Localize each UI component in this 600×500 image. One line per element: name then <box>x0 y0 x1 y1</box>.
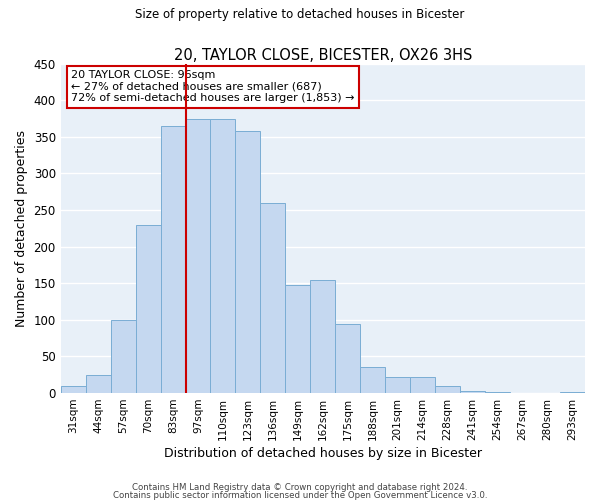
Bar <box>110 320 136 393</box>
Text: Size of property relative to detached houses in Bicester: Size of property relative to detached ho… <box>136 8 464 21</box>
Bar <box>161 126 185 393</box>
Bar <box>435 386 460 393</box>
Bar <box>136 224 161 393</box>
Text: Contains public sector information licensed under the Open Government Licence v3: Contains public sector information licen… <box>113 491 487 500</box>
Bar <box>86 375 110 393</box>
X-axis label: Distribution of detached houses by size in Bicester: Distribution of detached houses by size … <box>164 447 482 460</box>
Text: 20 TAYLOR CLOSE: 96sqm
← 27% of detached houses are smaller (687)
72% of semi-de: 20 TAYLOR CLOSE: 96sqm ← 27% of detached… <box>71 70 355 104</box>
Title: 20, TAYLOR CLOSE, BICESTER, OX26 3HS: 20, TAYLOR CLOSE, BICESTER, OX26 3HS <box>173 48 472 62</box>
Bar <box>260 202 286 393</box>
Bar <box>385 377 410 393</box>
Bar <box>485 392 510 393</box>
Bar <box>310 280 335 393</box>
Bar <box>286 284 310 393</box>
Y-axis label: Number of detached properties: Number of detached properties <box>15 130 28 327</box>
Bar <box>185 118 211 393</box>
Text: Contains HM Land Registry data © Crown copyright and database right 2024.: Contains HM Land Registry data © Crown c… <box>132 483 468 492</box>
Bar <box>360 368 385 393</box>
Bar <box>211 118 235 393</box>
Bar <box>460 391 485 393</box>
Bar <box>335 324 360 393</box>
Bar <box>235 131 260 393</box>
Bar <box>410 377 435 393</box>
Bar <box>61 386 86 393</box>
Bar <box>560 392 585 393</box>
